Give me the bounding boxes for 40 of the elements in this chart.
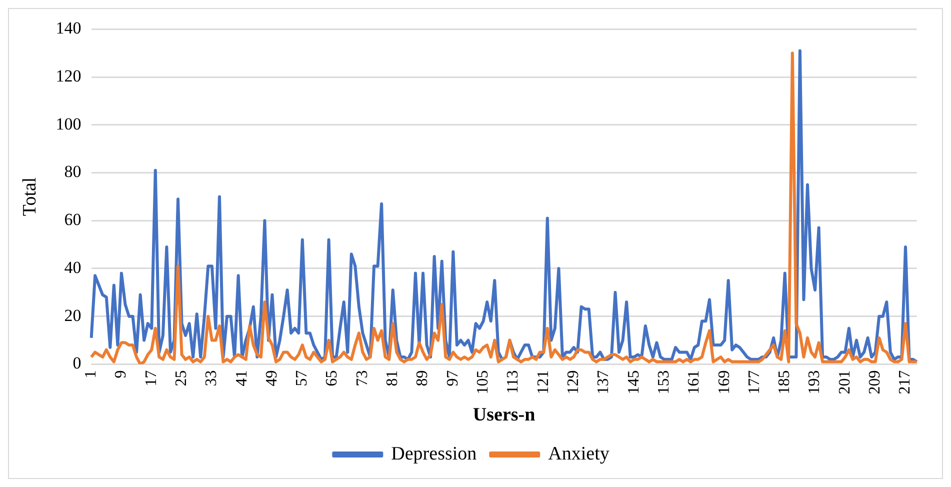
- x-tick-label: 33: [203, 370, 220, 386]
- y-axis-title: Total: [19, 177, 40, 216]
- x-tick-label: 201: [836, 370, 854, 394]
- y-tick-label: 60: [64, 210, 82, 230]
- x-tick-label: 113: [504, 370, 522, 394]
- y-tick-label: 80: [64, 162, 82, 182]
- x-tick-label: 17: [142, 370, 160, 386]
- x-tick-label: 89: [414, 370, 432, 386]
- x-tick-label: 169: [716, 370, 733, 394]
- legend-label: Anxiety: [548, 443, 610, 464]
- x-tick-label: 25: [172, 370, 190, 386]
- x-tick-label: 49: [263, 370, 280, 386]
- y-tick-label: 100: [56, 114, 82, 134]
- y-tick-label: 0: [72, 354, 82, 373]
- x-tick-label: 129: [564, 370, 582, 394]
- x-tick-label: 73: [354, 370, 371, 386]
- x-axis-title: Users-n: [472, 404, 536, 426]
- x-tick-label: 65: [324, 370, 341, 386]
- legend-label: Depression: [391, 443, 478, 464]
- x-tick-label: 185: [776, 370, 794, 394]
- x-tick-label: 97: [444, 370, 462, 386]
- x-tick-label: 9: [112, 370, 130, 378]
- x-tick-label: 153: [655, 370, 672, 394]
- x-tick-label: 193: [806, 370, 824, 394]
- x-tick-label: 1: [82, 370, 100, 378]
- x-tick-label: 209: [866, 370, 884, 394]
- x-tick-label: 121: [534, 370, 552, 394]
- x-tick-label: 41: [233, 370, 250, 386]
- x-tick-label: 161: [686, 370, 703, 394]
- x-tick-label: 57: [294, 370, 311, 386]
- x-tick-label: 145: [625, 370, 642, 394]
- x-tick-label: 137: [595, 370, 612, 394]
- y-tick-label: 40: [64, 258, 82, 277]
- x-tick-label: 217: [896, 370, 914, 394]
- x-tick-label: 105: [474, 370, 492, 394]
- y-tick-label: 20: [64, 306, 82, 325]
- y-tick-label: 120: [56, 66, 82, 86]
- x-tick-label: 177: [746, 370, 763, 394]
- x-tick-label: 81: [384, 370, 402, 386]
- y-tick-label: 140: [56, 18, 82, 38]
